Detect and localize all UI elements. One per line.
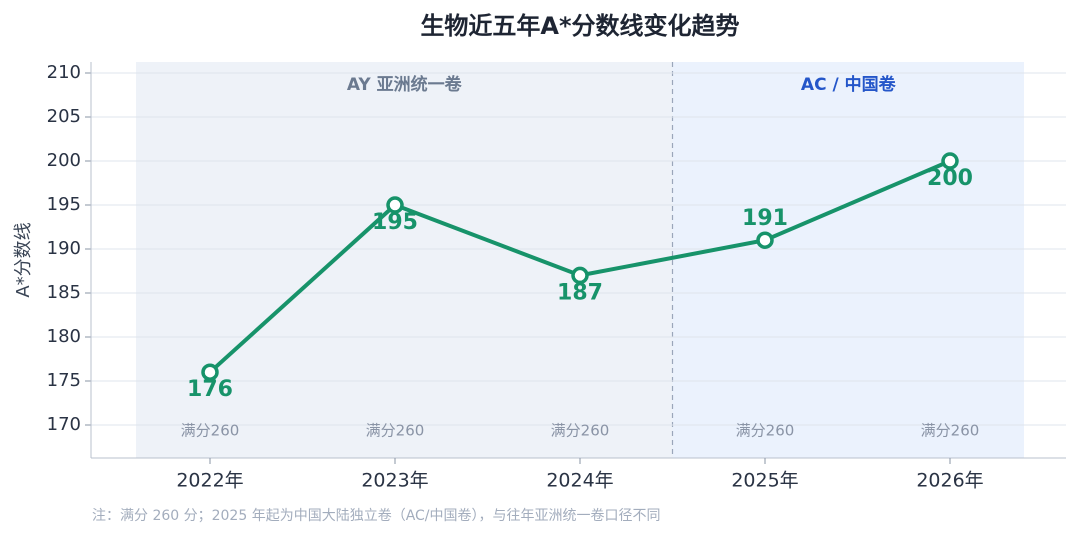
y-tick-label: 205 (47, 106, 81, 127)
y-tick-label: 175 (47, 370, 81, 391)
data-point (386, 196, 404, 214)
x-tick-label: 2023年 (361, 470, 428, 492)
region (136, 62, 673, 458)
y-tick-label: 180 (47, 326, 81, 347)
chart-title: 生物近五年A*分数线变化趋势 (420, 12, 739, 40)
x-tick-label: 2025年 (731, 470, 798, 492)
data-label: 176 (187, 377, 233, 402)
x-tick-label: 2026年 (916, 470, 983, 492)
y-axis-label: A*分数线 (13, 222, 34, 297)
data-label: 200 (927, 166, 973, 191)
data-label: 187 (557, 280, 603, 305)
data-point (571, 266, 589, 285)
y-tick-label: 170 (47, 414, 81, 435)
region-label: AC / 中国卷 (801, 74, 897, 95)
data-point (941, 152, 959, 170)
point-note: 满分260 (921, 422, 980, 440)
point-note: 满分260 (736, 422, 795, 440)
data-label: 195 (372, 210, 418, 235)
y-tick-label: 190 (47, 238, 81, 259)
data-point (756, 231, 774, 249)
y-tick-label: 185 (47, 282, 81, 303)
region-label: AY 亚洲统一卷 (347, 74, 463, 95)
point-note: 满分260 (551, 422, 610, 440)
y-tick-label: 195 (47, 194, 81, 215)
footnote: 注：满分 260 分；2025 年起为中国大陆独立卷（AC/中国卷），与往年亚洲… (92, 508, 661, 524)
data-label: 191 (742, 206, 788, 231)
y-tick-label: 210 (47, 62, 81, 83)
y-tick-label: 200 (47, 150, 81, 171)
point-note: 满分260 (366, 422, 425, 440)
region (672, 62, 1024, 458)
x-tick-label: 2024年 (546, 470, 613, 492)
point-note: 满分260 (181, 422, 240, 440)
data-point (201, 363, 219, 381)
x-tick-label: 2022年 (176, 470, 243, 492)
